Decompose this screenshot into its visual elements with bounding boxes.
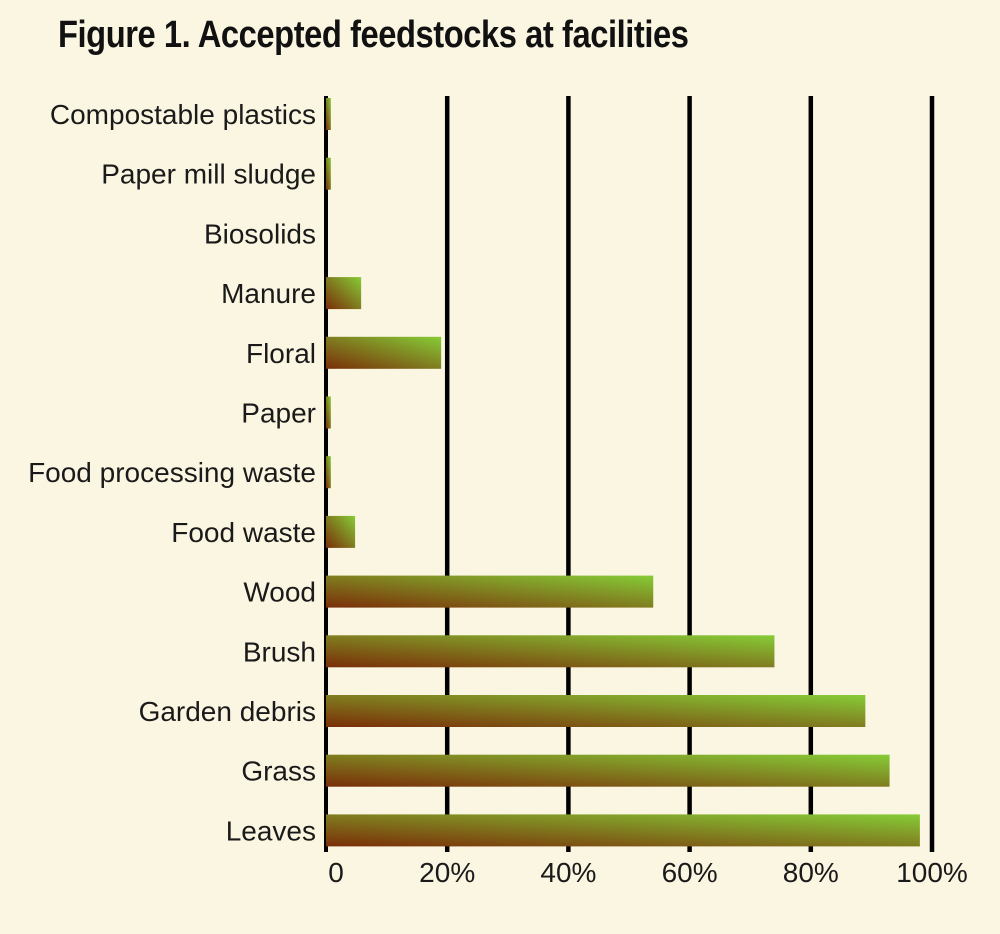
category-label: Brush xyxy=(243,636,316,667)
category-label: Food processing waste xyxy=(28,457,316,488)
x-tick-label: 60% xyxy=(662,857,718,888)
category-label: Food waste xyxy=(171,517,316,548)
x-tick-label: 80% xyxy=(783,857,839,888)
x-tick-label: 20% xyxy=(419,857,475,888)
bar xyxy=(326,515,356,548)
bar xyxy=(326,157,331,190)
bar xyxy=(326,754,890,787)
category-label: Floral xyxy=(246,338,316,369)
bar xyxy=(326,456,331,489)
category-label: Biosolids xyxy=(204,218,316,249)
category-label: Compostable plastics xyxy=(50,99,316,130)
chart-title: Figure 1. Accepted feedstocks at facilit… xyxy=(58,14,689,56)
bar xyxy=(326,635,775,668)
bar xyxy=(326,575,654,608)
category-label: Paper xyxy=(241,398,316,429)
x-tick-label: 40% xyxy=(540,857,596,888)
bar xyxy=(326,814,920,847)
category-label: Leaves xyxy=(226,815,316,846)
x-tick-label: 100% xyxy=(896,857,968,888)
category-label: Wood xyxy=(243,577,316,608)
category-label: Grass xyxy=(241,756,316,787)
category-label: Garden debris xyxy=(139,696,316,727)
category-label: Manure xyxy=(221,278,316,309)
x-tick-label: 0 xyxy=(328,857,344,888)
category-label: Paper mill sludge xyxy=(101,159,316,190)
bar xyxy=(326,98,331,130)
bar xyxy=(326,396,331,429)
bar xyxy=(326,336,442,369)
bar xyxy=(326,695,866,727)
bar xyxy=(326,277,362,310)
